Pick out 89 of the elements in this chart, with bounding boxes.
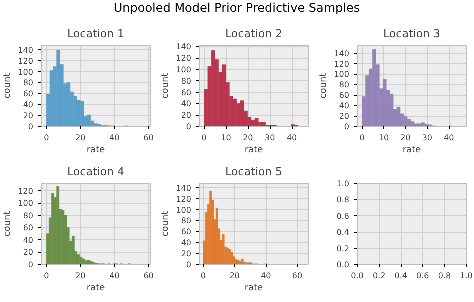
x-tick-label: 20 xyxy=(76,272,86,280)
y-tick-label: 0 xyxy=(28,122,34,132)
x-tick-label: 0 xyxy=(44,272,50,280)
x-tick-label: 60 xyxy=(292,272,303,280)
x-axis-title: rate xyxy=(402,146,422,156)
y-tick-label: 60 xyxy=(23,90,34,99)
x-tick-label: 0.6 xyxy=(416,272,430,280)
y-tick-label: 120 xyxy=(18,56,34,66)
y-tick-label: 80 xyxy=(23,78,34,88)
y-tick-label: 40 xyxy=(181,238,192,248)
x-tick-label: 40 xyxy=(110,134,120,142)
x-tick-label: 60 xyxy=(144,134,154,142)
y-axis-title: count xyxy=(3,72,14,99)
y-tick-label: 1.0 xyxy=(336,180,350,188)
y-tick-label: 100 xyxy=(176,65,192,74)
text: Unpooled Model Prior Predictive Samples xyxy=(114,0,360,17)
x-tick-label: 20 xyxy=(243,134,254,142)
y-tick-label: 100 xyxy=(18,199,34,208)
x-tick-label: 10 xyxy=(378,134,390,142)
chart-title: Location 1 xyxy=(67,28,125,40)
y-tick-label: 120 xyxy=(334,60,350,69)
x-axis-title: rate xyxy=(244,284,264,294)
y-tick-label: 40 xyxy=(23,236,34,245)
y-tick-label: 140 xyxy=(334,49,350,58)
x-tick-label: 20 xyxy=(230,272,240,280)
chart-title: Location 3 xyxy=(383,28,441,40)
y-tick-label: 40 xyxy=(339,102,350,111)
chart-title: Location 5 xyxy=(225,166,283,178)
x-tick-label: 0 xyxy=(44,134,50,142)
x-tick-label: 0.4 xyxy=(394,272,408,280)
y-tick-label: 120 xyxy=(18,186,34,196)
y-tick-label: 140 xyxy=(176,42,192,52)
y-tick-label: 80 xyxy=(23,211,34,220)
y-tick-label: 60 xyxy=(181,228,192,237)
y-tick-label: 60 xyxy=(23,224,34,233)
x-tick-label: 40 xyxy=(286,134,298,142)
y-tick-label: 120 xyxy=(176,194,192,204)
y-axis-title: count xyxy=(319,72,330,99)
y-axis-title: count xyxy=(3,210,14,237)
y-tick-label: 40 xyxy=(181,100,192,109)
x-tick-label: 0 xyxy=(200,272,206,280)
x-tick-label: 20 xyxy=(400,134,411,142)
y-tick-label: 100 xyxy=(176,206,192,215)
y-tick-label: 60 xyxy=(181,88,192,98)
y-tick-label: 80 xyxy=(181,216,192,226)
y-tick-label: 40 xyxy=(23,100,34,110)
x-tick-label: 0.0 xyxy=(351,272,364,280)
y-tick-label: 0 xyxy=(28,260,34,270)
y-tick-label: 0 xyxy=(344,122,350,132)
x-tick-label: 30 xyxy=(265,134,276,142)
x-tick-label: 0.2 xyxy=(372,272,386,280)
x-tick-label: 20 xyxy=(76,134,86,142)
x-tick-label: 0 xyxy=(202,134,207,142)
y-tick-label: 0.2 xyxy=(336,244,350,254)
x-axis-title: rate xyxy=(86,284,106,294)
y-tick-label: 0 xyxy=(186,122,192,132)
x-tick-label: 40 xyxy=(444,134,454,142)
y-tick-label: 20 xyxy=(339,112,350,122)
x-tick-label: 30 xyxy=(422,134,433,142)
y-tick-label: 20 xyxy=(23,248,34,258)
x-axis-title: rate xyxy=(244,146,264,156)
y-tick-label: 80 xyxy=(339,80,350,90)
x-tick-label: 40 xyxy=(261,272,272,280)
x-tick-label: 1.0 xyxy=(460,272,473,280)
x-tick-label: 10 xyxy=(221,134,232,142)
x-tick-label: 0.8 xyxy=(438,272,452,280)
y-tick-label: 0.4 xyxy=(336,228,350,238)
y-tick-label: 0.0 xyxy=(336,260,350,270)
chart-title: Location 4 xyxy=(67,166,125,178)
y-axis-title: count xyxy=(161,210,172,237)
y-tick-label: 60 xyxy=(339,91,350,100)
y-tick-label: 20 xyxy=(181,250,192,259)
y-tick-label: 140 xyxy=(18,46,34,55)
x-axis-title: rate xyxy=(86,146,106,156)
y-tick-label: 140 xyxy=(176,184,192,193)
x-tick-label: 40 xyxy=(110,272,120,280)
y-tick-label: 0.8 xyxy=(336,196,350,205)
y-tick-label: 100 xyxy=(18,68,34,77)
y-tick-label: 0.6 xyxy=(336,212,350,221)
y-tick-label: 100 xyxy=(334,70,350,80)
y-axis-title: count xyxy=(161,72,172,99)
y-tick-label: 0 xyxy=(186,260,192,270)
x-tick-label: 60 xyxy=(144,272,154,280)
y-tick-label: 20 xyxy=(23,112,34,121)
chart-title: Location 2 xyxy=(225,28,283,40)
y-tick-label: 80 xyxy=(181,76,192,86)
x-tick-label: 0 xyxy=(360,134,365,142)
y-tick-label: 120 xyxy=(176,54,192,64)
y-tick-label: 20 xyxy=(181,111,192,120)
